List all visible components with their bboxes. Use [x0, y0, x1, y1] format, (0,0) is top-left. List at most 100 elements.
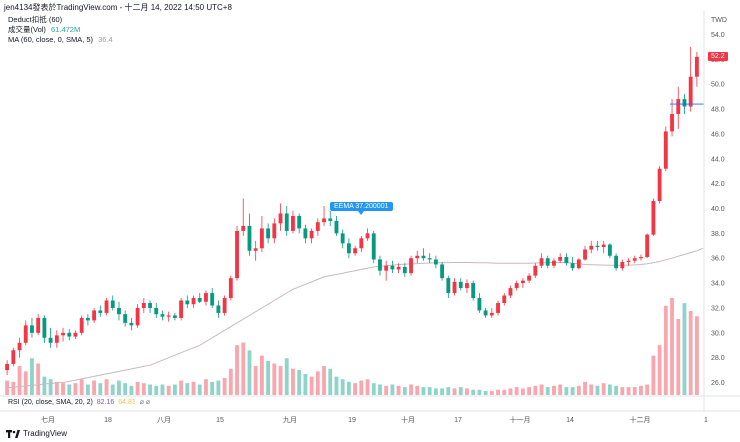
volume-bar	[284, 358, 289, 395]
candle-body	[346, 243, 351, 254]
tradingview-logo[interactable]: TradingView	[6, 429, 67, 438]
volume-bar	[315, 371, 320, 395]
volume-bar	[303, 374, 308, 395]
candle-body	[682, 99, 687, 107]
volume-bar	[458, 387, 463, 395]
volume-bars	[5, 297, 699, 395]
candle-body	[11, 350, 16, 364]
volume-bar	[322, 366, 326, 395]
candle-body	[676, 99, 681, 115]
candle-body	[85, 317, 90, 321]
candle-body	[322, 218, 326, 223]
y-tick-label: 34.0	[711, 281, 725, 288]
volume-bar	[235, 345, 239, 395]
candle-body	[303, 228, 308, 239]
legend-deduct[interactable]: Deduct扣抵 (60)	[8, 15, 62, 25]
candle-body	[235, 230, 239, 279]
candle-body	[48, 337, 53, 343]
candle-body	[365, 233, 370, 239]
candle-body	[253, 248, 258, 251]
candle-body	[179, 300, 184, 318]
candle-body	[141, 302, 146, 308]
volume-bar	[558, 384, 563, 395]
volume-bar	[346, 381, 351, 395]
volume-bar	[334, 376, 339, 395]
legend-label: MA (60, close, 0, SMA, 5)	[8, 35, 94, 44]
candle-body	[228, 278, 233, 299]
candle-body	[241, 225, 246, 231]
legend-value: 36.4	[98, 35, 113, 44]
chart-header: jen4134發表於TradingView.com - 十二月 14, 2022…	[4, 3, 232, 12]
volume-bar	[452, 388, 457, 395]
ma-polyline	[7, 247, 704, 388]
candle-body	[340, 233, 345, 244]
volume-bar	[365, 379, 370, 395]
candle-body	[36, 317, 41, 333]
candle-body	[607, 244, 612, 256]
x-tick-label: 18	[104, 417, 112, 424]
candle-body	[42, 317, 47, 338]
candle-body	[576, 259, 581, 269]
volume-bar	[539, 384, 544, 395]
candle-body	[421, 255, 426, 259]
candle-body	[378, 259, 382, 271]
volume-bar	[694, 316, 699, 395]
candle-body	[123, 314, 128, 323]
candle-body	[110, 300, 115, 308]
volume-bar	[440, 388, 445, 395]
candle-body	[508, 288, 513, 296]
volume-bar	[496, 389, 500, 395]
candle-body	[694, 56, 699, 77]
volume-bar	[67, 384, 72, 395]
candle-body	[371, 233, 376, 260]
volume-bar	[228, 368, 233, 395]
volume-bar	[402, 387, 407, 395]
candle-body	[390, 265, 395, 270]
volume-bar	[607, 384, 612, 395]
x-tick-label: 九月	[283, 415, 297, 424]
x-tick-label: 十一月	[510, 415, 531, 424]
volume-bar	[166, 385, 171, 395]
candle-body	[204, 293, 208, 302]
candle-body	[651, 201, 656, 235]
volume-bar	[601, 383, 606, 395]
candle-body	[552, 260, 556, 266]
candle-body	[583, 249, 587, 260]
candle-body	[278, 213, 283, 224]
y-tick-label: 40.0	[711, 206, 725, 213]
candle-body	[259, 228, 264, 249]
volume-bar	[384, 385, 389, 395]
volume-bar	[253, 366, 258, 395]
candle-body	[117, 307, 121, 315]
volume-bar	[266, 360, 271, 395]
volume-bar	[92, 380, 97, 395]
volume-bar	[651, 355, 656, 395]
candle-body	[353, 248, 358, 254]
candle-body	[92, 310, 97, 321]
candle-body	[129, 322, 134, 326]
x-tick-label: 十二月	[630, 415, 651, 424]
volume-bar	[433, 388, 438, 395]
candle-body	[452, 281, 457, 294]
candle-body	[657, 168, 662, 202]
volume-bar	[98, 383, 103, 395]
legend-ma[interactable]: MA (60, close, 0, SMA, 5) 36.4	[8, 35, 113, 45]
rsi-legend[interactable]: RSI (20, close, SMA, 20, 2) 82.16 64.81 …	[8, 398, 150, 406]
candle-body	[595, 245, 600, 248]
volume-bar	[104, 379, 109, 395]
candle-body	[73, 332, 78, 337]
ema-badge[interactable]: EEMA 37.200001	[330, 202, 393, 215]
volume-bar	[595, 385, 600, 395]
candle-body	[688, 76, 693, 107]
volume-bar	[620, 387, 625, 395]
y-tick-label: 48.0	[711, 107, 725, 114]
candle-body	[409, 258, 413, 274]
volume-bar	[85, 384, 90, 395]
candle-body	[67, 332, 72, 337]
volume-bar	[135, 381, 140, 395]
legend-volume[interactable]: 成交量(Vol) 61.472M	[8, 25, 80, 35]
volume-bar	[117, 380, 121, 395]
volume-bar	[502, 389, 507, 395]
y-tick-label: 28.0	[711, 355, 725, 362]
